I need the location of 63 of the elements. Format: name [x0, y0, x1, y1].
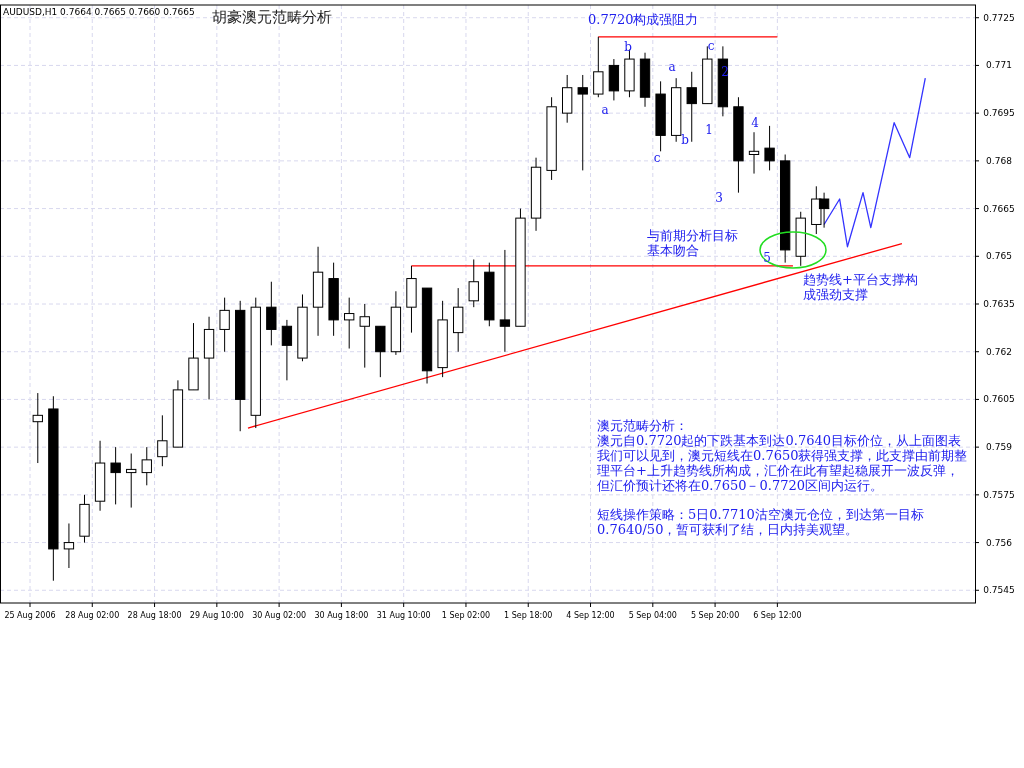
y-tick-label: 0.771 — [986, 60, 1012, 71]
annotation: 短线操作策略：5日0.7710沽空澳元仓位，到达第一目标0.7640/50，暂可获利了结，日内持美观望。 — [597, 507, 925, 537]
candlestick — [577, 74, 588, 171]
annotation: c — [707, 38, 715, 54]
candlestick — [32, 392, 43, 464]
x-tick-label: 29 Aug 10:00 — [189, 611, 244, 620]
annotation: 1 — [705, 122, 713, 138]
annotation: 0.7720构成强阻力 — [588, 12, 699, 27]
annotation: 澳元范畴分析： — [597, 418, 688, 433]
y-tick-label: 0.762 — [986, 346, 1012, 357]
annotation: 3 — [715, 190, 723, 206]
candlestick — [219, 297, 230, 353]
candlestick — [344, 297, 355, 350]
x-tick-label: 1 Sep 02:00 — [441, 611, 491, 620]
line-series — [823, 77, 926, 248]
x-tick-label: 31 Aug 10:00 — [376, 611, 431, 620]
candlestick — [359, 303, 370, 369]
y-tick-label: 0.7725 — [983, 12, 1015, 23]
annotation: 澳元自0.7720起的下跌基本到达0.7640目标价位，从上面图表我们可以见到，澳元短线在0.7650获得强支撑，此支撑由前期整理平台+上升趋势线所构成，汇价在此有望起稳展开一波反弹，但汇价预计还将在0.7650－0.7720区间内运行。 — [597, 433, 969, 493]
candlestick — [468, 258, 479, 308]
candlestick — [499, 249, 511, 353]
y-tick-label: 0.7665 — [983, 203, 1015, 214]
candlestick — [157, 414, 168, 467]
y-tick-label: 0.768 — [986, 155, 1013, 166]
x-tick-label: 5 Sep 20:00 — [690, 611, 740, 620]
x-tick-label: 30 Aug 18:00 — [314, 611, 369, 620]
chart-subtitle: 胡豪澳元范畴分析 — [212, 8, 332, 26]
candlestick — [266, 281, 277, 346]
y-tick-label: 0.765 — [986, 251, 1012, 262]
y-tick-label: 0.7605 — [983, 394, 1015, 405]
annotation: 与前期分析目标基本吻合 — [647, 228, 739, 258]
y-tick-label: 0.759 — [986, 442, 1013, 453]
annotation: 趋势线+平台支撑构成强劲支撑 — [803, 272, 919, 302]
x-tick-label: 4 Sep 12:00 — [566, 611, 615, 620]
candlestick — [63, 522, 75, 569]
annotation: c — [653, 150, 661, 166]
annotation: a — [601, 102, 609, 118]
annotation: a — [668, 59, 676, 75]
candlestick — [126, 453, 137, 509]
x-tick-label: 28 Aug 18:00 — [127, 611, 182, 620]
annotation: b — [624, 39, 632, 55]
candlestick — [593, 36, 604, 98]
candlestick — [110, 446, 121, 505]
x-tick-label: 28 Aug 02:00 — [65, 611, 120, 620]
x-tick-label: 30 Aug 02:00 — [252, 611, 307, 620]
annotation: 2 — [721, 64, 729, 80]
y-tick-label: 0.7545 — [983, 585, 1015, 596]
annotation: 5 — [763, 250, 771, 266]
y-tick-label: 0.7635 — [983, 299, 1015, 309]
annotation: 4 — [751, 115, 759, 131]
y-tick-label: 0.7695 — [983, 108, 1015, 119]
candlestick — [281, 319, 293, 381]
x-tick-label: 1 Sep 18:00 — [504, 611, 553, 620]
candlestick — [141, 446, 152, 486]
chart-title: AUDUSD,H1 0.7664 0.7665 0.7660 0.7665 — [3, 7, 195, 17]
candlestick — [764, 125, 775, 171]
candlestick — [748, 131, 760, 175]
annotation: b — [681, 132, 689, 148]
x-tick-label: 5 Sep 04:00 — [628, 611, 677, 620]
y-tick-label: 0.756 — [986, 537, 1013, 548]
y-tick-label: 0.7575 — [983, 489, 1015, 500]
x-tick-label: 6 Sep 12:00 — [753, 611, 802, 620]
x-tick-label: 25 Aug 2006 — [4, 611, 56, 620]
